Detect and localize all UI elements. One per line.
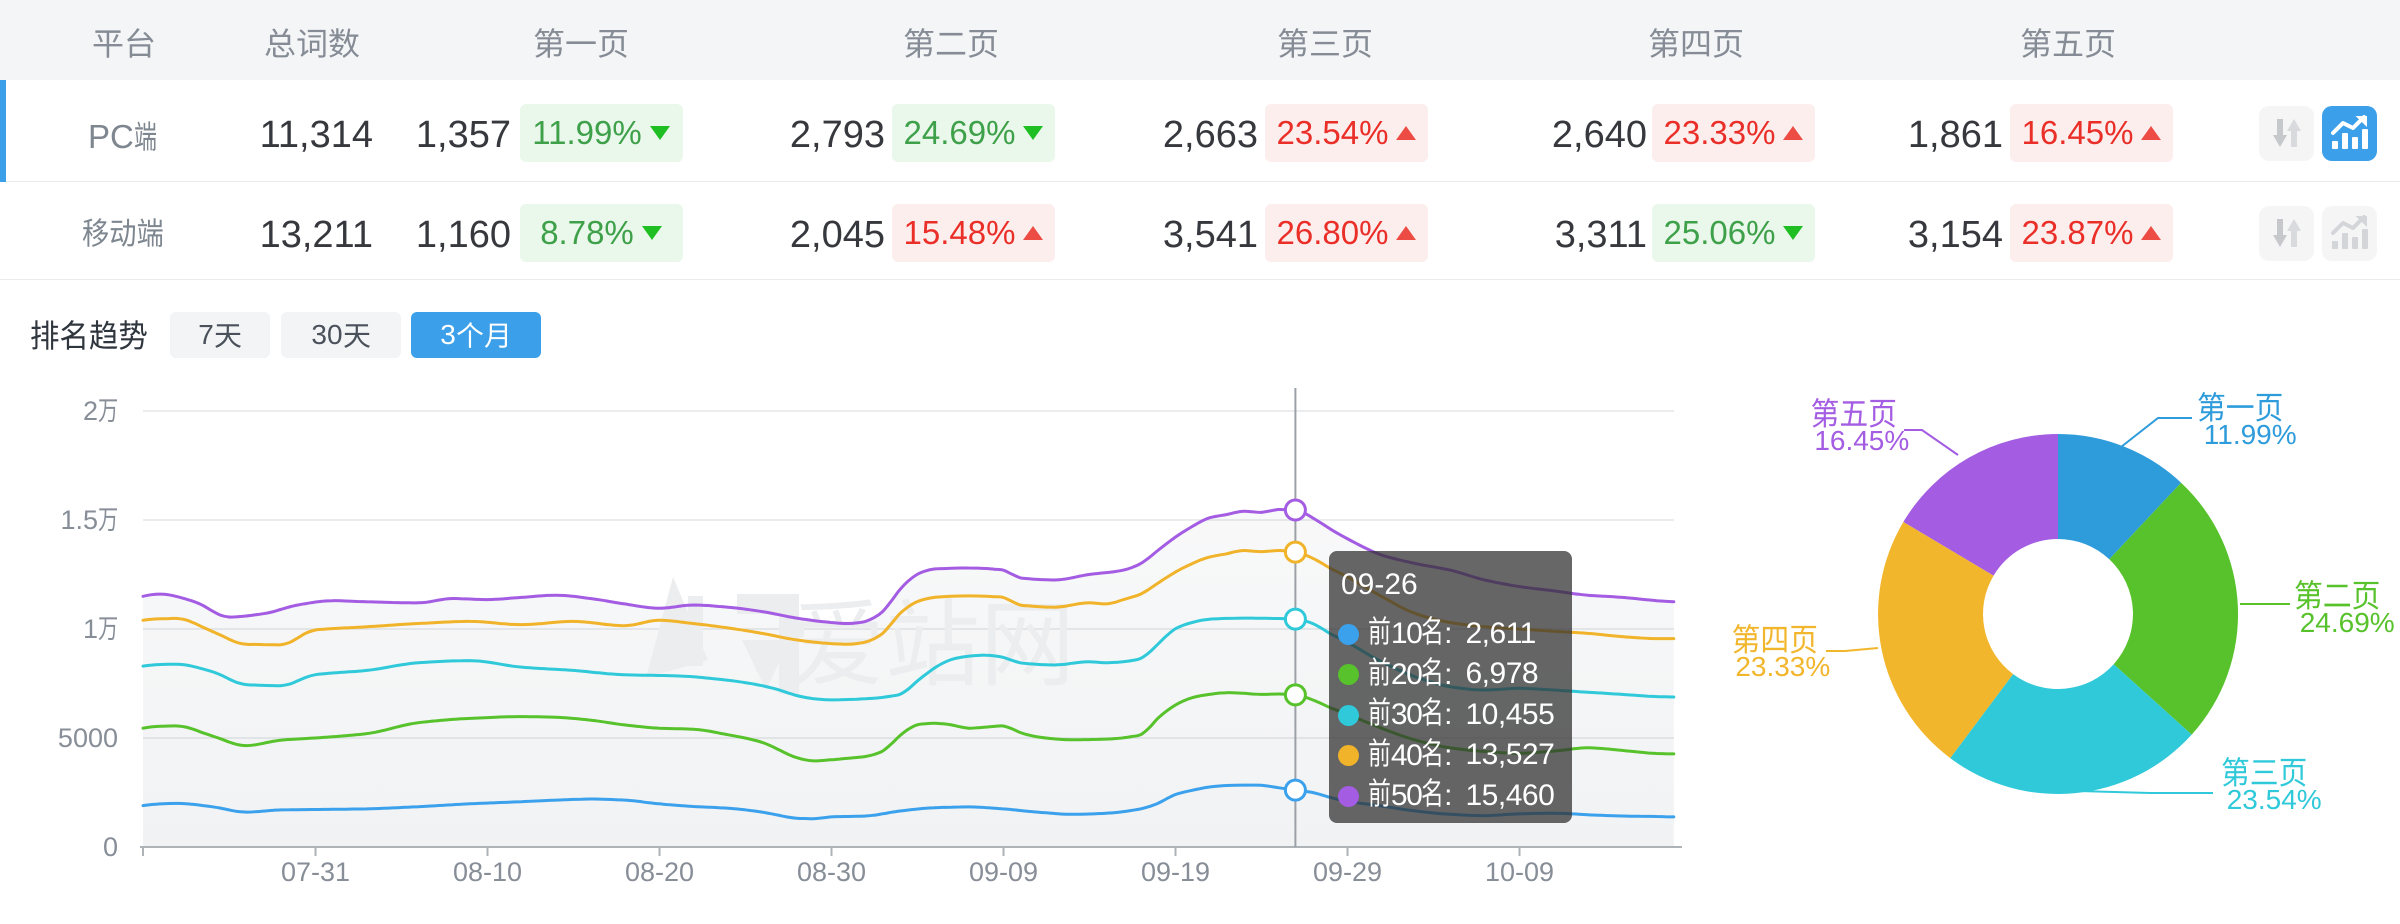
svg-text:10-09: 10-09	[1485, 857, 1554, 887]
svg-text:2: 2	[83, 396, 98, 426]
svg-text:09-19: 09-19	[1141, 857, 1210, 887]
svg-text:23.54%: 23.54%	[2227, 784, 2322, 815]
svg-text:08-30: 08-30	[797, 857, 866, 887]
svg-text:16.45%: 16.45%	[1814, 425, 1909, 456]
svg-text:24.69%: 24.69%	[2300, 607, 2395, 638]
svg-text:08-10: 08-10	[453, 857, 522, 887]
svg-text:09-29: 09-29	[1313, 857, 1382, 887]
svg-text:5000: 5000	[58, 723, 118, 753]
svg-text:08-20: 08-20	[625, 857, 694, 887]
svg-text:11.99%: 11.99%	[2204, 419, 2297, 450]
svg-text:1: 1	[83, 614, 98, 644]
svg-text:09-09: 09-09	[969, 857, 1038, 887]
svg-text:23.33%: 23.33%	[1735, 651, 1830, 682]
svg-text:1.5: 1.5	[60, 505, 98, 535]
svg-text:0: 0	[103, 832, 118, 862]
svg-text:07-31: 07-31	[281, 857, 350, 887]
